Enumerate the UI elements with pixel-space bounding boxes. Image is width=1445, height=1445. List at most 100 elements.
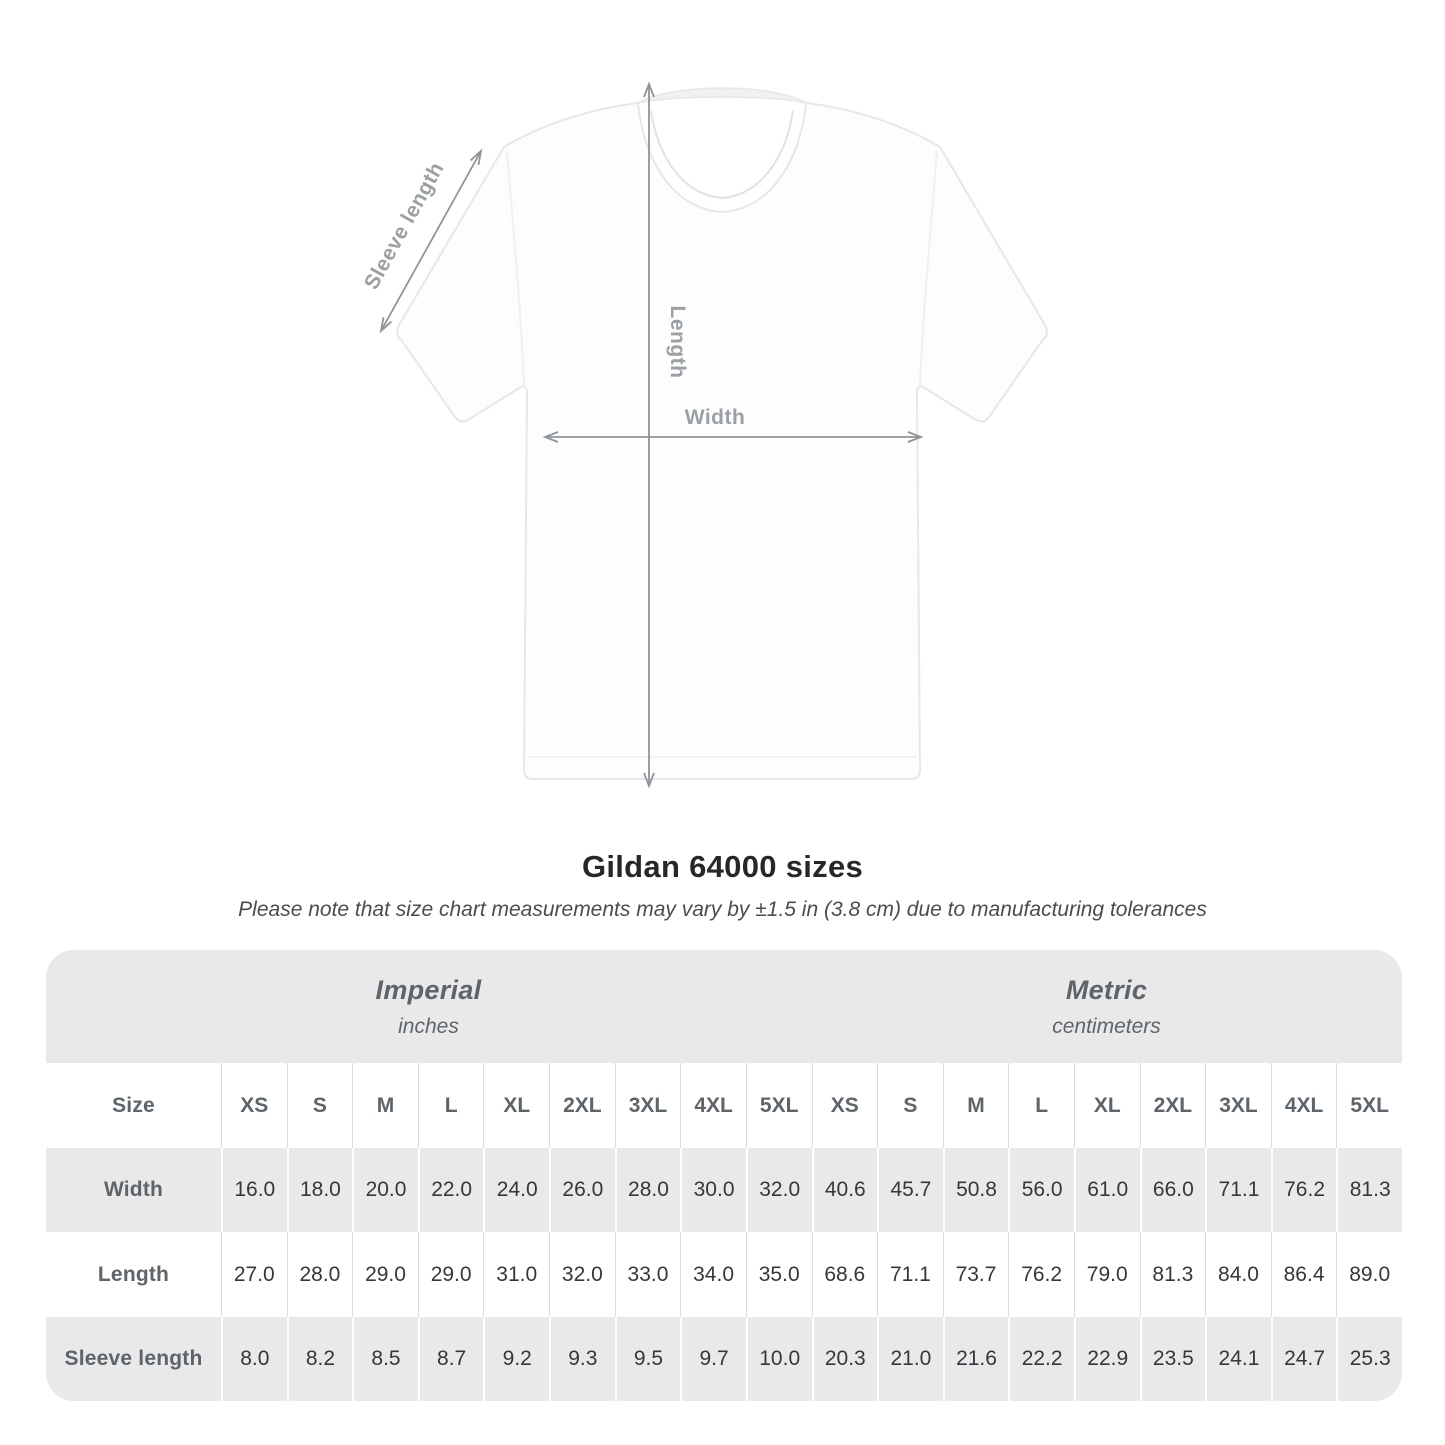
table-cell: 21.0 bbox=[877, 1317, 943, 1401]
table-cell: 27.0 bbox=[221, 1232, 287, 1317]
table-cell: 23.5 bbox=[1139, 1317, 1206, 1401]
table-cell: 33.0 bbox=[614, 1232, 681, 1317]
length-arrow-label: Length bbox=[666, 306, 689, 379]
table-cell: 56.0 bbox=[1008, 1148, 1074, 1232]
width-arrow bbox=[542, 431, 924, 443]
table-cell: 84.0 bbox=[1205, 1232, 1271, 1317]
table-cell: 29.0 bbox=[417, 1232, 484, 1317]
table-cell: 86.4 bbox=[1270, 1232, 1337, 1317]
size-col-imperial-3xl: 3XL bbox=[614, 1063, 681, 1148]
table-cell: 73.7 bbox=[942, 1232, 1009, 1317]
imperial-header-units: inches bbox=[398, 1014, 459, 1038]
table-cell: 45.7 bbox=[877, 1148, 943, 1232]
imperial-header: Imperial inches bbox=[46, 950, 811, 1063]
table-cell: 9.2 bbox=[483, 1317, 549, 1401]
table-cell: 34.0 bbox=[680, 1232, 746, 1317]
size-col-metric-xl: XL bbox=[1073, 1063, 1140, 1148]
size-col-metric-3xl: 3XL bbox=[1205, 1063, 1271, 1148]
table-cell: 81.3 bbox=[1139, 1232, 1206, 1317]
table-cell: 76.2 bbox=[1008, 1232, 1074, 1317]
size-col-metric-l: L bbox=[1008, 1063, 1074, 1148]
width-row: Width 16.0 18.0 20.0 22.0 24.0 26.0 28.0… bbox=[46, 1148, 1402, 1232]
table-cell: 8.5 bbox=[352, 1317, 418, 1401]
table-cell: 50.8 bbox=[942, 1148, 1009, 1232]
tolerance-note: Please note that size chart measurements… bbox=[238, 898, 1207, 921]
table-cell: 32.0 bbox=[745, 1148, 812, 1232]
table-cell: 30.0 bbox=[680, 1148, 746, 1232]
size-col-metric-m: M bbox=[942, 1063, 1009, 1148]
metric-header-title: Metric bbox=[1065, 974, 1148, 1005]
table-cell: 28.0 bbox=[286, 1232, 353, 1317]
row-label: Width bbox=[103, 1178, 164, 1201]
size-col-imperial-xs: XS bbox=[221, 1063, 287, 1148]
table-cell: 71.1 bbox=[877, 1232, 943, 1317]
table-cell: 26.0 bbox=[549, 1148, 615, 1232]
table-cell: 9.7 bbox=[680, 1317, 746, 1401]
table-cell: 10.0 bbox=[745, 1317, 812, 1401]
size-col-metric-s: S bbox=[877, 1063, 943, 1148]
table-cell: 9.3 bbox=[549, 1317, 615, 1401]
table-cell: 32.0 bbox=[549, 1232, 615, 1317]
metric-header: Metric centimeters bbox=[811, 950, 1402, 1063]
size-col-metric-5xl: 5XL bbox=[1336, 1063, 1402, 1148]
table-cell: 24.1 bbox=[1205, 1317, 1271, 1401]
table-cell: 21.6 bbox=[942, 1317, 1009, 1401]
size-table: Imperial inches Metric centimeters Size … bbox=[46, 950, 1402, 1401]
table-cell: 20.0 bbox=[352, 1148, 418, 1232]
table-cell: 40.6 bbox=[811, 1148, 878, 1232]
table-cell: 35.0 bbox=[745, 1232, 812, 1317]
page-title: Gildan 64000 sizes bbox=[581, 849, 864, 884]
row-label: Sleeve length bbox=[64, 1347, 203, 1370]
table-cell: 81.3 bbox=[1336, 1148, 1402, 1232]
size-col-imperial-l: L bbox=[417, 1063, 484, 1148]
table-cell: 76.2 bbox=[1270, 1148, 1337, 1232]
table-cell: 24.0 bbox=[483, 1148, 549, 1232]
table-cell: 8.0 bbox=[221, 1317, 287, 1401]
size-col-metric-4xl: 4XL bbox=[1270, 1063, 1337, 1148]
sleeve-length-arrow bbox=[379, 148, 483, 334]
table-cell: 29.0 bbox=[352, 1232, 418, 1317]
table-cell: 20.3 bbox=[811, 1317, 878, 1401]
table-cell: 68.6 bbox=[811, 1232, 878, 1317]
row-label: Length bbox=[97, 1262, 170, 1286]
table-cell: 9.5 bbox=[614, 1317, 681, 1401]
unit-header-row: Imperial inches Metric centimeters bbox=[46, 950, 1402, 1063]
metric-header-units: centimeters bbox=[1052, 1014, 1161, 1038]
collar-rib bbox=[650, 110, 794, 200]
table-cell: 31.0 bbox=[483, 1232, 549, 1317]
size-col-imperial-m: M bbox=[352, 1063, 418, 1148]
size-col-metric-2xl: 2XL bbox=[1139, 1063, 1206, 1148]
table-cell: 22.0 bbox=[417, 1148, 484, 1232]
table-cell: 66.0 bbox=[1139, 1148, 1206, 1232]
table-cell: 28.0 bbox=[614, 1148, 681, 1232]
width-arrow-label: Width bbox=[685, 406, 746, 429]
size-col-imperial-2xl: 2XL bbox=[549, 1063, 615, 1148]
table-cell: 22.2 bbox=[1008, 1317, 1074, 1401]
table-cell: 89.0 bbox=[1336, 1232, 1402, 1317]
size-col-metric-xs: XS bbox=[811, 1063, 878, 1148]
table-cell: 71.1 bbox=[1205, 1148, 1271, 1232]
size-header-label: Size bbox=[112, 1093, 155, 1117]
table-cell: 61.0 bbox=[1073, 1148, 1140, 1232]
table-cell: 16.0 bbox=[221, 1148, 287, 1232]
sleeve-length-row: Sleeve length 8.0 8.2 8.5 8.7 9.2 9.3 9.… bbox=[46, 1317, 1402, 1401]
length-row: Length 27.0 28.0 29.0 29.0 31.0 32.0 33.… bbox=[46, 1232, 1402, 1317]
tshirt-shape bbox=[396, 101, 1048, 780]
left-sleeve-seam bbox=[506, 150, 525, 387]
size-col-imperial-4xl: 4XL bbox=[680, 1063, 746, 1148]
size-header-row: Size XS S M L XL 2XL 3XL 4XL 5XL XS S M … bbox=[46, 1063, 1402, 1148]
imperial-header-title: Imperial bbox=[375, 974, 482, 1005]
table-cell: 79.0 bbox=[1073, 1232, 1140, 1317]
table-cell: 25.3 bbox=[1336, 1317, 1402, 1401]
right-sleeve-seam bbox=[919, 150, 938, 387]
table-cell: 8.7 bbox=[417, 1317, 484, 1401]
table-cell: 8.2 bbox=[286, 1317, 353, 1401]
table-cell: 24.7 bbox=[1270, 1317, 1337, 1401]
table-cell: 18.0 bbox=[286, 1148, 353, 1232]
size-col-imperial-xl: XL bbox=[483, 1063, 549, 1148]
size-col-imperial-s: S bbox=[286, 1063, 353, 1148]
collar-back bbox=[637, 87, 807, 104]
tshirt-measurement-diagram: Width Length Sleeve length bbox=[360, 81, 1048, 789]
size-col-imperial-5xl: 5XL bbox=[745, 1063, 812, 1148]
length-arrow bbox=[643, 81, 655, 789]
